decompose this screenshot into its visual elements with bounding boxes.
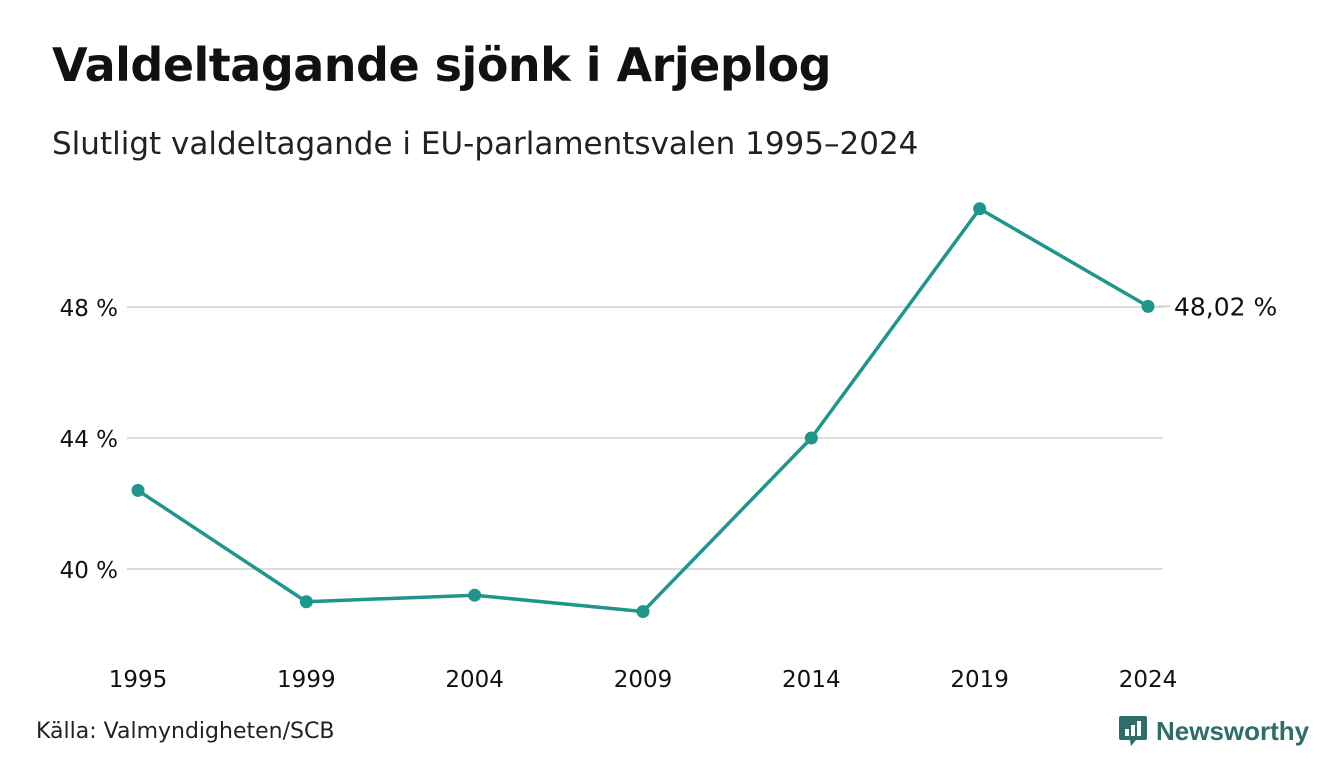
chart-title: Valdeltagande sjönk i Arjeplog [52,38,832,92]
brand-logo[interactable]: Newsworthy [1118,714,1309,748]
data-point [131,483,145,497]
x-tick-label: 2014 [782,667,841,693]
x-tick-label: 1999 [277,667,336,693]
data-point [468,588,482,602]
x-tick-label: 1995 [109,667,168,693]
y-tick-label: 48 % [60,296,118,322]
y-axis-ticks: 40 % 44 % 48 % [60,296,118,584]
series-line [136,207,1150,614]
x-axis-ticks: 1995 1999 2004 2009 2014 2019 2024 [109,667,1178,693]
data-point [636,605,650,619]
data-point [1141,299,1155,313]
end-value-label: 48,02 % [1174,292,1277,321]
x-tick-label: 2004 [445,667,504,693]
data-point [299,595,313,609]
data-point [973,202,987,216]
y-tick-label: 44 % [60,427,118,453]
gridlines [127,306,1163,570]
data-point [804,431,818,445]
series-layer [131,202,1155,619]
y-tick-label: 40 % [60,558,118,584]
x-tick-label: 2024 [1119,667,1178,693]
brand-name: Newsworthy [1156,715,1310,746]
end-label-layer: 48,02 % [1158,292,1277,321]
newsworthy-logo-icon [1119,716,1147,746]
source-note: Källa: Valmyndigheten/SCB [36,719,335,744]
x-tick-label: 2009 [614,667,673,693]
x-tick-label: 2019 [950,667,1009,693]
chart-subtitle: Slutligt valdeltagande i EU-parlamentsva… [52,126,919,162]
